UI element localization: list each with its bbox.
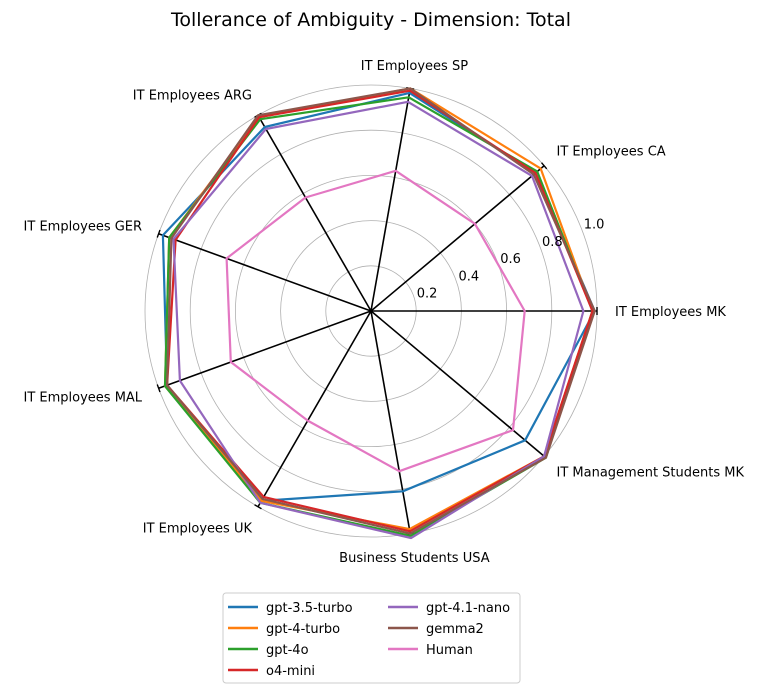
axis-label: IT Employees ARG bbox=[133, 88, 252, 103]
legend-item: gemma2 bbox=[388, 622, 484, 637]
legend-item: o4-mini bbox=[228, 664, 315, 679]
axis-spoke bbox=[370, 310, 412, 534]
axis-end-tick bbox=[156, 384, 161, 393]
legend-item: Human bbox=[388, 643, 473, 658]
series-line bbox=[166, 87, 596, 535]
axis-spoke bbox=[158, 232, 372, 312]
legend-item: gpt-4-turbo bbox=[228, 622, 340, 637]
axis-label: IT Employees GER bbox=[24, 219, 143, 234]
axis-spoke bbox=[257, 310, 372, 508]
axis-end-tick bbox=[541, 162, 548, 170]
legend-label: gpt-4.1-nano bbox=[426, 601, 510, 616]
axis-end-tick bbox=[254, 504, 262, 510]
legend-label: gemma2 bbox=[426, 622, 484, 637]
radial-tick-label: 1.0 bbox=[584, 218, 605, 233]
axis-label: IT Employees MAL bbox=[24, 391, 143, 406]
axis-label: IT Employees SP bbox=[361, 59, 468, 74]
axis-spoke bbox=[370, 88, 412, 312]
axis-label: IT Employees CA bbox=[557, 144, 666, 159]
chart-legend: gpt-3.5-turbo gpt-4-turbo gpt-4o o4-mini gpt… bbox=[222, 592, 521, 684]
legend-label: Human bbox=[426, 643, 473, 658]
axis-spoke bbox=[370, 165, 545, 312]
axis-label: Business Students USA bbox=[339, 551, 490, 566]
series-line bbox=[225, 169, 526, 473]
axis-label: IT Employees UK bbox=[143, 522, 253, 537]
radial-tick-label: 0.2 bbox=[417, 287, 438, 302]
chart-title: Tollerance of Ambiguity - Dimension: Tot… bbox=[170, 9, 571, 31]
legend-label: gpt-3.5-turbo bbox=[266, 601, 353, 616]
legend-label: gpt-4-turbo bbox=[266, 622, 340, 637]
axis-label: IT Management Students MK bbox=[557, 466, 745, 481]
axis-spoke bbox=[257, 114, 372, 312]
legend-item: gpt-4.1-nano bbox=[388, 601, 510, 616]
axis-end-tick bbox=[156, 229, 161, 238]
axis-spoke bbox=[370, 310, 545, 457]
legend-label: o4-mini bbox=[266, 664, 315, 679]
radial-tick-label: 0.6 bbox=[500, 252, 521, 267]
radial-tick-labels: 0.2 0.4 0.6 0.8 1.0 bbox=[417, 218, 605, 302]
radial-tick-label: 0.4 bbox=[459, 269, 480, 284]
axis-label: IT Employees MK bbox=[615, 305, 726, 320]
axis-labels: IT Employees MK IT Employees CA IT Employe… bbox=[24, 59, 745, 566]
legend-item: gpt-3.5-turbo bbox=[228, 601, 353, 616]
radial-tick-label: 0.8 bbox=[542, 235, 563, 250]
legend-item: gpt-4o bbox=[228, 643, 309, 658]
legend-label: gpt-4o bbox=[266, 643, 309, 658]
legend-frame bbox=[222, 592, 521, 684]
axis-spoke bbox=[158, 310, 372, 390]
radar-series bbox=[161, 87, 596, 540]
